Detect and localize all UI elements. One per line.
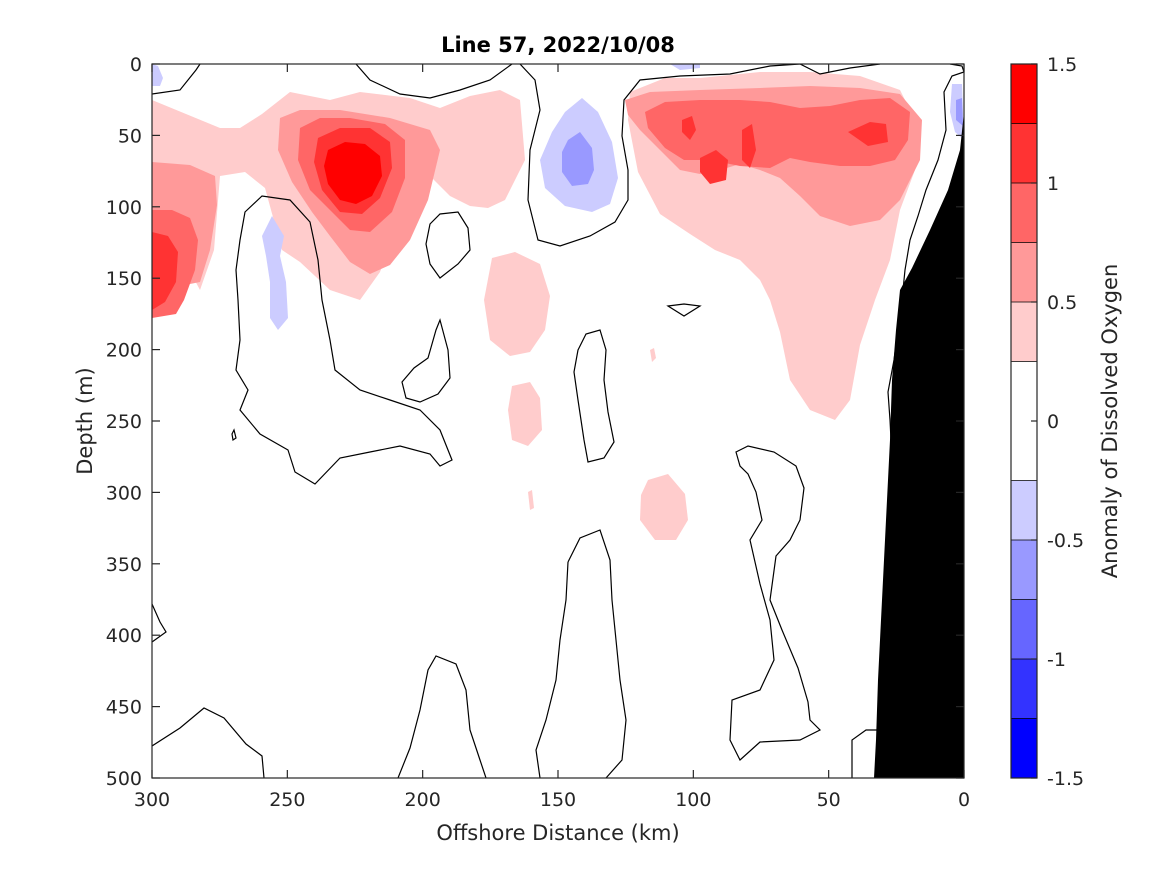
bathymetry-mask bbox=[874, 112, 964, 778]
colorbar-tick-label: 1.5 bbox=[1047, 54, 1077, 76]
zero-contour-18 bbox=[851, 729, 880, 778]
anomaly-spot-80km bbox=[742, 124, 756, 168]
colorbar-bin bbox=[1011, 183, 1037, 243]
y-tick-label: 400 bbox=[106, 625, 142, 647]
x-tick-label: 200 bbox=[405, 789, 441, 811]
anomaly-dot-2 bbox=[528, 490, 534, 510]
colorbar-bin bbox=[1011, 480, 1037, 540]
y-axis-label: Depth (m) bbox=[73, 367, 97, 474]
zero-contour-lines bbox=[152, 64, 964, 778]
zero-contour-7 bbox=[235, 195, 453, 485]
anomaly-spot-95km-a bbox=[682, 116, 696, 140]
colorbar-bin bbox=[1011, 599, 1037, 659]
plot-area bbox=[152, 64, 964, 778]
neg-anomaly-145km-inner bbox=[562, 132, 594, 186]
colorbar-tick-label: -1 bbox=[1047, 649, 1066, 671]
zero-contour-11 bbox=[666, 303, 702, 317]
x-tick-label: 300 bbox=[134, 789, 170, 811]
neg-anomaly-0km-inner bbox=[956, 98, 963, 126]
zero-contour-16 bbox=[152, 707, 265, 778]
zero-contour-15 bbox=[397, 655, 487, 778]
anomaly-core-95km-mid bbox=[645, 98, 910, 168]
colorbar-tick-label: -0.5 bbox=[1047, 530, 1084, 552]
y-tick-label: 0 bbox=[130, 54, 142, 76]
y-tick-label: 300 bbox=[106, 482, 142, 504]
colorbar-bin bbox=[1011, 64, 1037, 124]
negative-anomaly-0.5-0.75 bbox=[562, 98, 963, 186]
zero-contour-3 bbox=[519, 64, 801, 247]
x-tick-label: 100 bbox=[675, 789, 711, 811]
colorbar-bin bbox=[1011, 540, 1037, 600]
anomaly-spot-35km bbox=[848, 122, 888, 146]
colorbar-bin bbox=[1011, 718, 1037, 778]
colorbar-tick-label: 1 bbox=[1047, 173, 1059, 195]
colorbar bbox=[1011, 63, 1037, 779]
colorbar-label: Anomaly of Dissolved Oxygen bbox=[1098, 264, 1122, 579]
y-tick-label: 100 bbox=[106, 197, 142, 219]
anomaly-peak-225km bbox=[324, 142, 382, 204]
zero-contour-4 bbox=[799, 64, 881, 75]
x-tick-label: 0 bbox=[958, 789, 970, 811]
zero-contour-19 bbox=[231, 428, 237, 442]
zero-contour-8 bbox=[425, 211, 471, 279]
x-tick-label: 50 bbox=[817, 789, 841, 811]
colorbar-bin bbox=[1011, 361, 1037, 421]
x-axis-ticks: 300 250 200 150 100 50 0 bbox=[134, 64, 970, 811]
zero-contour-10 bbox=[573, 329, 615, 463]
y-tick-label: 150 bbox=[106, 268, 142, 290]
colorbar-ticks: -1.5 -1 -0.5 0 0.5 1 1.5 bbox=[1031, 54, 1084, 790]
anomaly-patch-small bbox=[508, 382, 542, 446]
y-tick-label: 450 bbox=[106, 697, 142, 719]
y-axis-ticks: 0 50 100 150 200 250 300 350 400 450 500 bbox=[106, 54, 964, 790]
zero-contour-13 bbox=[567, 529, 627, 778]
x-axis-label: Offshore Distance (km) bbox=[436, 821, 679, 845]
anomaly-patch-mid bbox=[484, 252, 550, 356]
y-tick-label: 200 bbox=[106, 340, 142, 362]
positive-anomaly-1.25-1.5 bbox=[324, 142, 382, 204]
colorbar-tick-label: -1.5 bbox=[1047, 768, 1084, 790]
colorbar-bin bbox=[1011, 123, 1037, 183]
zero-contour-14 bbox=[535, 561, 569, 778]
neg-anomaly-255km bbox=[262, 216, 288, 330]
zero-contour-6 bbox=[887, 71, 964, 501]
zero-contour-1 bbox=[152, 64, 201, 95]
neg-anomaly-surface-300km bbox=[152, 64, 163, 86]
anomaly-dot-1 bbox=[650, 348, 656, 362]
colorbar-bin bbox=[1011, 659, 1037, 719]
neg-anomaly-surface-115km bbox=[670, 64, 700, 70]
anomaly-patch-deep bbox=[640, 474, 688, 540]
anomaly-core-300km-inner bbox=[152, 232, 178, 310]
colorbar-bin bbox=[1011, 421, 1037, 481]
y-tick-label: 500 bbox=[106, 768, 142, 790]
zero-contour-9 bbox=[401, 318, 451, 403]
zero-contour-12 bbox=[729, 445, 822, 761]
y-tick-label: 50 bbox=[118, 125, 142, 147]
zero-contour-5 bbox=[949, 64, 964, 73]
chart-title: Line 57, 2022/10/08 bbox=[441, 33, 675, 57]
colorbar-tick-label: 0 bbox=[1047, 411, 1059, 433]
colorbar-bin bbox=[1011, 302, 1037, 362]
colorbar-tick-label: 0.5 bbox=[1047, 292, 1077, 314]
zero-contour-17 bbox=[152, 603, 167, 643]
zero-contour-2 bbox=[355, 64, 513, 99]
x-tick-label: 150 bbox=[540, 789, 576, 811]
y-tick-label: 250 bbox=[106, 411, 142, 433]
colorbar-bin bbox=[1011, 242, 1037, 302]
anomaly-spot-95km-b bbox=[700, 150, 728, 184]
x-tick-label: 250 bbox=[269, 789, 305, 811]
y-tick-label: 350 bbox=[106, 554, 142, 576]
